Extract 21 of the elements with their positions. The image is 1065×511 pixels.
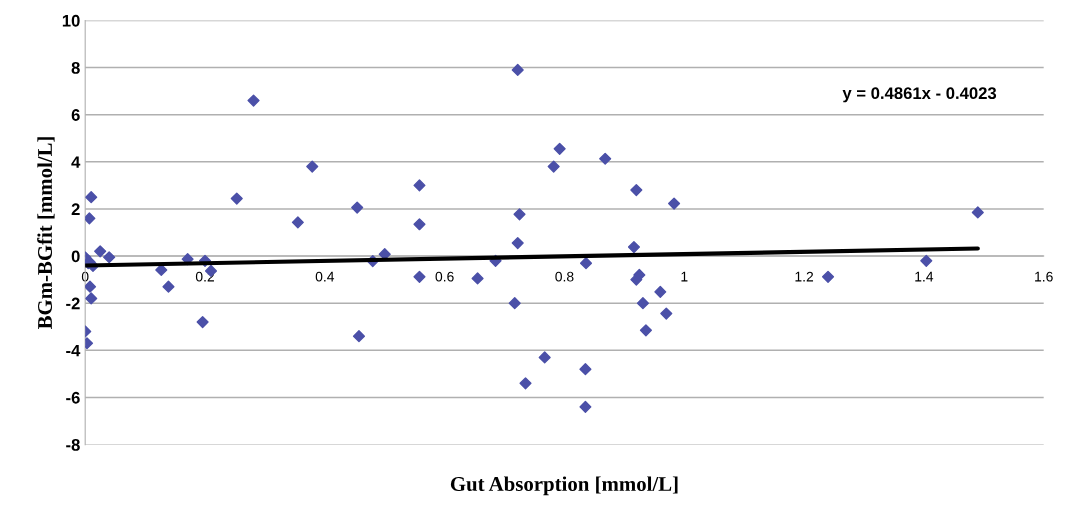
y-tick-label: 0	[71, 250, 80, 263]
y-tick-label: -4	[66, 344, 81, 357]
x-tick-label: 0.4	[315, 271, 335, 282]
y-tick-label: 4	[71, 156, 81, 168]
y-tick-label: 6	[71, 109, 80, 121]
x-tick-label: 1.4	[915, 271, 934, 282]
x-tick-label: 0	[81, 271, 89, 282]
x-tick-label: 0.6	[435, 271, 454, 282]
y-tick-label: 10	[62, 14, 80, 27]
y-tick-label: -6	[66, 391, 80, 404]
x-tick-label: 1.2	[795, 271, 814, 282]
x-tick-label: 1	[681, 271, 688, 282]
y-tick-label: -2	[66, 297, 80, 310]
x-tick-label: 0.8	[555, 271, 574, 282]
x-axis-title: Gut Absorption [mmol/L]	[450, 476, 678, 496]
y-tick-label: -8	[66, 438, 80, 451]
annotation: y = 0.4861x - 0.4023	[842, 87, 997, 103]
y-tick-label: 2	[71, 203, 80, 215]
y-axis-title: BGm-BGfit [mmol/L]	[37, 137, 55, 330]
x-tick-label: 1.6	[1035, 271, 1053, 282]
y-tick-label: 8	[71, 61, 80, 74]
